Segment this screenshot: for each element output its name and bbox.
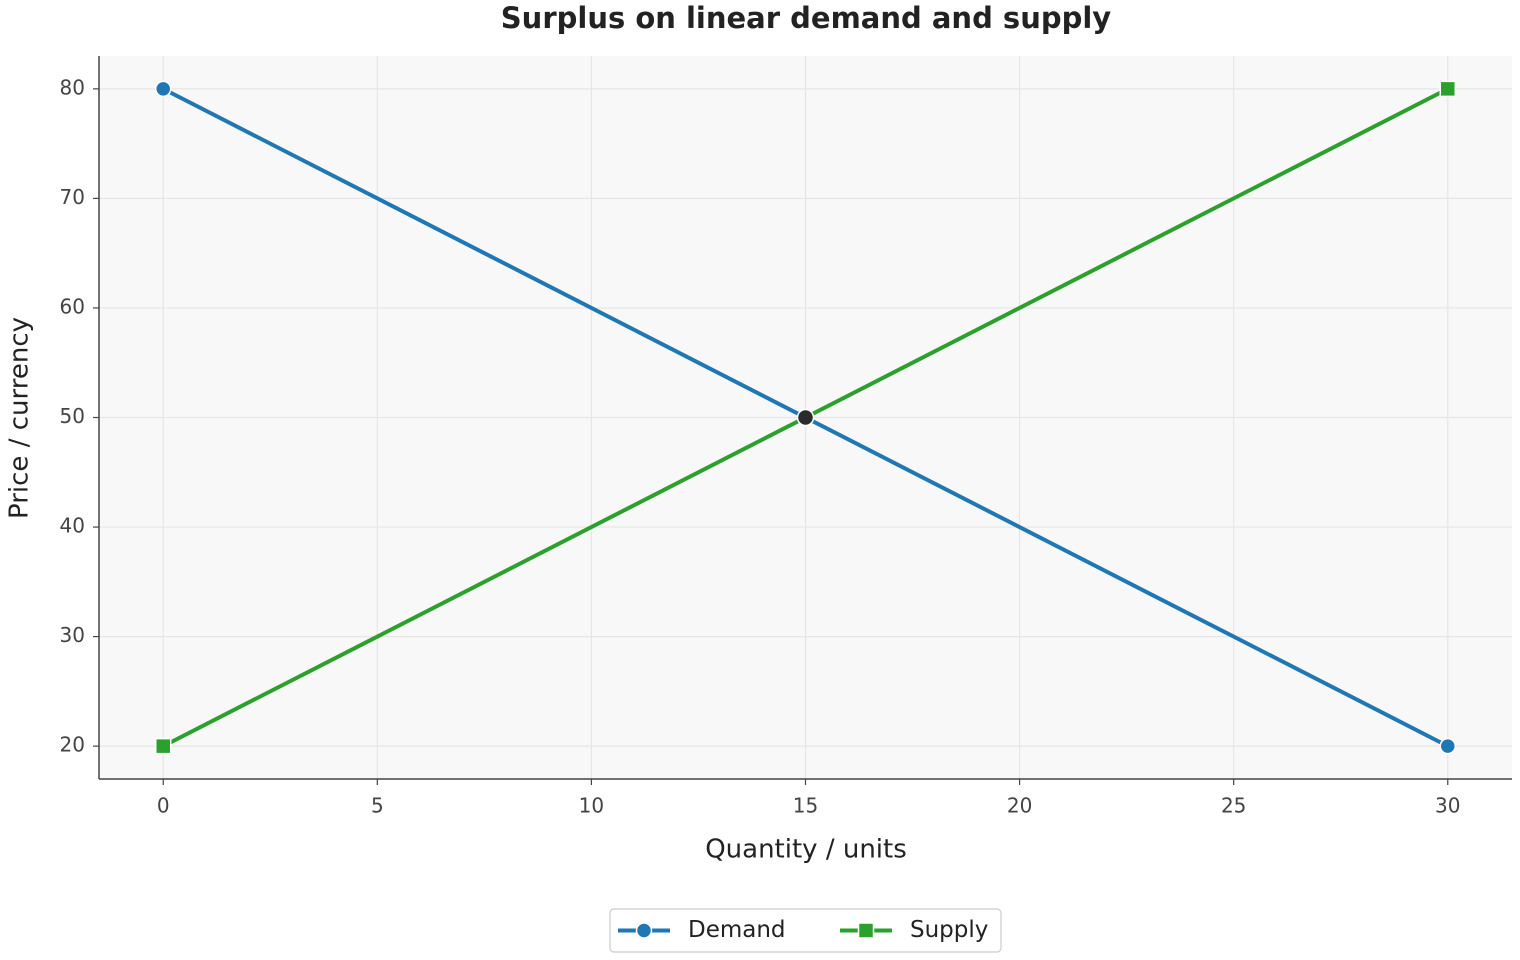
marker [1439,737,1457,755]
equilibrium-point [796,408,815,427]
legend: Demand Supply [609,908,1002,953]
x-tick-label: 0 [157,794,170,818]
chart-title: Surplus on linear demand and supply [501,1,1112,35]
x-tick-label: 10 [579,794,604,818]
x-tick-label: 30 [1435,794,1460,818]
marker [154,80,172,98]
y-tick-label: 70 [60,185,85,209]
x-tick-label: 5 [371,794,384,818]
x-tick-label: 20 [1007,794,1032,818]
y-tick-label: 80 [60,75,85,99]
y-tick-label: 50 [60,404,85,428]
marker [857,922,875,939]
y-tick-label: 60 [60,294,85,318]
x-tick-label: 15 [793,794,818,818]
y-tick-label: 30 [60,623,85,647]
y-axis-label: Price / currency [5,317,35,519]
y-tick-label: 20 [60,733,85,757]
marker [1439,80,1457,98]
x-tick-label: 25 [1221,794,1246,818]
y-tick-label: 40 [60,514,85,538]
x-axis-label: Quantity / units [705,835,907,865]
legend-label: Demand [688,917,786,943]
legend-label: Supply [910,917,988,943]
marker [635,922,653,939]
marker [154,737,172,755]
legend-box [609,908,1002,953]
